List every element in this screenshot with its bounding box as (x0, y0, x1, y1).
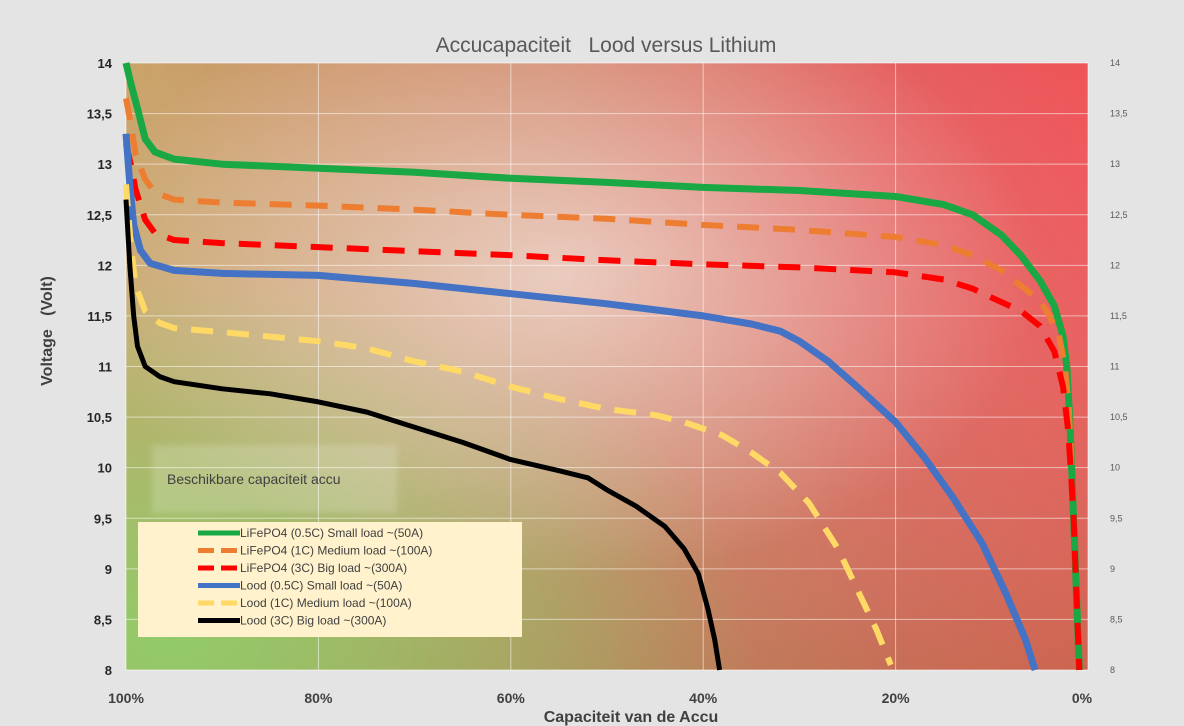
y-tick-label-left: 10,5 (87, 410, 112, 425)
series-line-4 (123, 184, 894, 667)
y-tick-label-left: 9,5 (94, 511, 112, 526)
y-tick-label-left: 13,5 (87, 107, 112, 122)
y-axis-title: Voltage (Volt) (39, 276, 56, 386)
y-tick-label-right: 9,5 (1110, 513, 1123, 523)
y-tick-label-left: 14 (98, 56, 113, 71)
y-tick-label-right: 10 (1110, 463, 1120, 473)
x-tick-label: 60% (497, 690, 526, 706)
y-tick-label-right: 12,5 (1110, 210, 1128, 220)
y-tick-label-right: 8 (1110, 665, 1115, 675)
x-axis-title: Capaciteit van de Accu (544, 709, 719, 726)
y-tick-label-right: 13,5 (1110, 109, 1128, 119)
y-tick-label-left: 12 (98, 258, 112, 273)
y-tick-label-left: 12,5 (87, 208, 112, 223)
legend-label: LiFePO4 (0.5C) Small load ~(50A) (240, 526, 423, 540)
series-line-1 (123, 97, 1075, 468)
legend-label: Lood (0.5C) Small load ~(50A) (240, 579, 402, 593)
legend-label: Lood (1C) Medium load ~(100A) (240, 596, 412, 610)
y-tick-label-right: 13 (1110, 159, 1120, 169)
x-axis-ticks: 100% 80% 60% 40% 20% 0% (108, 690, 1093, 706)
series-lines (122, 62, 1083, 672)
x-tick-label: 40% (689, 690, 718, 706)
series-line-2 (123, 143, 1083, 671)
legend-label: LiFePO4 (3C) Big load ~(300A) (240, 561, 407, 575)
x-tick-label: 20% (882, 690, 911, 706)
legend-box (138, 522, 522, 637)
y-axis-left-ticks: 14 13,5 13 12,5 12 11,5 11 10,5 10 9,5 9 8,5 8 (87, 56, 113, 678)
series-line-0 (122, 62, 1083, 671)
y-tick-label-right: 14 (1110, 58, 1120, 68)
chart-title: Accucapaciteit Lood versus Lithium (436, 34, 777, 57)
y-tick-label-left: 9 (105, 562, 112, 577)
capacity-annotation: Beschikbare capaciteit accu (167, 471, 341, 487)
y-tick-label-right: 9 (1110, 564, 1115, 574)
series-line-5 (123, 199, 723, 671)
y-tick-label-left: 8,5 (94, 612, 112, 627)
legend-label: LiFePO4 (1C) Medium load ~(100A) (240, 544, 432, 558)
y-tick-label-left: 10 (98, 461, 112, 476)
legend: LiFePO4 (0.5C) Small load ~(50A) LiFePO4 … (138, 522, 522, 637)
x-tick-label: 100% (108, 690, 144, 706)
legend-label: Lood (3C) Big load ~(300A) (240, 614, 386, 628)
series-line-3 (122, 133, 1039, 672)
x-tick-label: 0% (1072, 690, 1093, 706)
x-tick-label: 80% (304, 690, 333, 706)
y-tick-label-left: 13 (98, 157, 112, 172)
y-tick-label-right: 11,5 (1110, 311, 1127, 321)
capacity-highlight-box (152, 445, 397, 513)
y-tick-label-right: 11 (1110, 362, 1119, 372)
y-tick-label-right: 10,5 (1110, 412, 1128, 422)
y-axis-right-ticks: 14 13,5 13 12,5 12 11,5 11 10,5 10 9,5 9 8,5 8 (1110, 58, 1128, 675)
y-tick-label-left: 11 (98, 360, 112, 375)
y-tick-label-right: 8,5 (1110, 614, 1123, 624)
y-tick-label-left: 11,5 (87, 309, 112, 324)
y-tick-label-left: 8 (105, 663, 112, 678)
y-tick-label-right: 12 (1110, 260, 1120, 270)
